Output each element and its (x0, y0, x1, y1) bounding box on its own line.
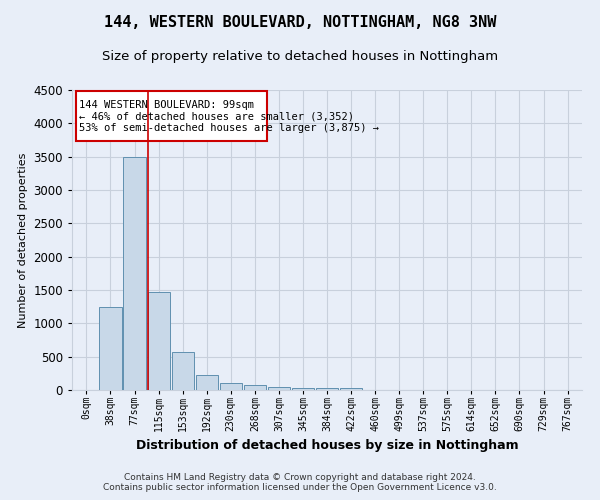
Y-axis label: Number of detached properties: Number of detached properties (18, 152, 28, 328)
FancyBboxPatch shape (76, 92, 267, 142)
Text: Size of property relative to detached houses in Nottingham: Size of property relative to detached ho… (102, 50, 498, 63)
Bar (244, 384, 266, 390)
Text: Contains HM Land Registry data © Crown copyright and database right 2024.
Contai: Contains HM Land Registry data © Crown c… (103, 473, 497, 492)
Bar (292, 388, 314, 390)
Text: 144 WESTERN BOULEVARD: 99sqm
← 46% of detached houses are smaller (3,352)
53% of: 144 WESTERN BOULEVARD: 99sqm ← 46% of de… (79, 100, 379, 133)
Bar (316, 388, 338, 390)
Bar (100, 306, 122, 390)
Bar (340, 388, 362, 390)
Bar (268, 386, 290, 390)
Bar (220, 382, 242, 390)
Text: 144, WESTERN BOULEVARD, NOTTINGHAM, NG8 3NW: 144, WESTERN BOULEVARD, NOTTINGHAM, NG8 … (104, 15, 496, 30)
Bar (172, 352, 194, 390)
Bar (196, 376, 218, 390)
Bar (124, 156, 146, 390)
Bar (148, 292, 170, 390)
X-axis label: Distribution of detached houses by size in Nottingham: Distribution of detached houses by size … (136, 439, 518, 452)
